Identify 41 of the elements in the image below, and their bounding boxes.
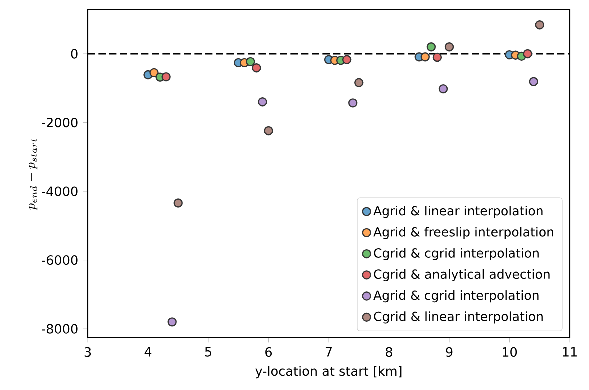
point [432,52,442,62]
x-axis-title: y-location at start [km] [256,366,402,379]
point [354,78,364,88]
y-tick-label: 0 [71,49,78,59]
legend-label: Cgrid & linear interpolation [374,312,543,324]
x-tick-label: 3 [84,347,92,358]
y-tick-label: -8000 [42,324,78,334]
y-tick-label: -4000 [42,186,78,196]
legend-label: Agrid & linear interpolation [374,206,543,218]
y-tick-label: -6000 [42,255,78,266]
legend-label: Agrid & freeslip interpolation [374,227,554,240]
x-tick-label: 8 [386,347,392,358]
point [264,126,274,136]
x-tick-label: 5 [205,347,212,357]
legend-label: Agrid & cgrid interpolation [374,290,539,303]
point [420,52,430,62]
legend-label: Cgrid & analytical advection [374,269,550,282]
point [174,198,183,208]
point [162,72,171,82]
x-tick-label: 7 [326,347,332,357]
legend-label: Cgrid & cgrid interpolation [374,248,539,260]
y-tick-label: -2000 [42,118,78,128]
point [252,64,262,73]
point [150,68,159,78]
x-tick-label: 10 [503,347,518,358]
x-tick-label: 6 [266,347,272,358]
point [529,77,538,86]
point [535,20,544,30]
x-tick-label: 4 [144,347,152,357]
x-tick-label: 11 [563,347,577,357]
x-tick-label: 9 [446,347,453,358]
y-axis-title: $p_{end} - p_{start}$ [29,139,38,211]
point [258,98,268,107]
point [246,57,256,67]
point [444,42,454,52]
point [426,42,436,52]
point [348,98,358,108]
point [168,318,177,327]
point [438,84,448,94]
point [342,55,352,64]
point [523,49,532,59]
